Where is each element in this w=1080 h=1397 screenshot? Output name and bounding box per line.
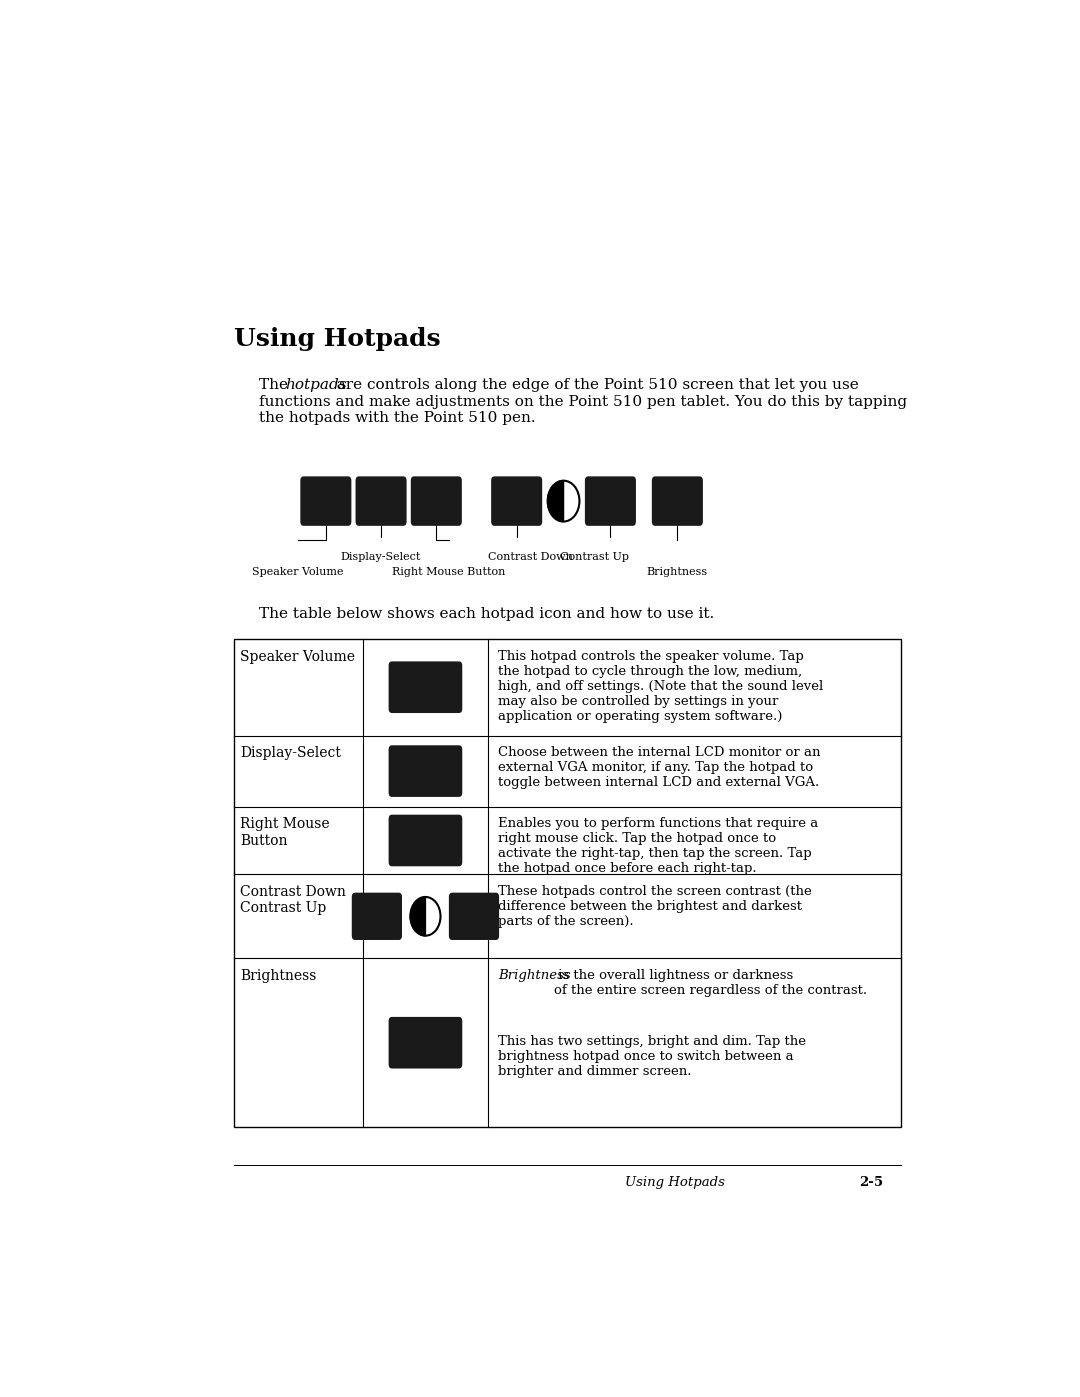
FancyBboxPatch shape [389, 1017, 462, 1069]
FancyBboxPatch shape [300, 476, 351, 525]
FancyBboxPatch shape [449, 893, 499, 940]
Wedge shape [548, 481, 564, 521]
Text: Right Mouse Button: Right Mouse Button [392, 567, 505, 577]
Text: Contrast Down
Contrast Up: Contrast Down Contrast Up [241, 886, 347, 915]
Text: The          are controls along the edge of the Point 510 screen that let you us: The are controls along the edge of the P… [259, 379, 907, 425]
Text: Choose between the internal LCD monitor or an
external VGA monitor, if any. Tap : Choose between the internal LCD monitor … [498, 746, 821, 789]
Text: Display-Select: Display-Select [341, 552, 421, 562]
Text: The table below shows each hotpad icon and how to use it.: The table below shows each hotpad icon a… [259, 606, 714, 620]
Text: Using Hotpads: Using Hotpads [233, 327, 441, 351]
Text: Speaker Volume: Speaker Volume [253, 567, 343, 577]
Text: Right Mouse
Button: Right Mouse Button [241, 817, 330, 848]
Text: Enables you to perform functions that require a
right mouse click. Tap the hotpa: Enables you to perform functions that re… [498, 817, 819, 876]
Bar [233, 638, 901, 1127]
Text: hotpads: hotpads [285, 379, 347, 393]
Text: This has two settings, bright and dim. Tap the
brightness hotpad once to switch : This has two settings, bright and dim. T… [498, 1035, 807, 1078]
FancyBboxPatch shape [389, 814, 462, 866]
Text: Display-Select: Display-Select [241, 746, 341, 760]
FancyBboxPatch shape [389, 745, 462, 796]
FancyBboxPatch shape [352, 893, 402, 940]
Text: Brightness: Brightness [647, 567, 707, 577]
FancyBboxPatch shape [652, 476, 703, 525]
FancyBboxPatch shape [355, 476, 406, 525]
Text: This hotpad controls the speaker volume. Tap
the hotpad to cycle through the low: This hotpad controls the speaker volume.… [498, 650, 824, 722]
Text: Contrast Down: Contrast Down [488, 552, 572, 562]
FancyBboxPatch shape [410, 476, 462, 525]
Wedge shape [410, 897, 426, 936]
Text: Contrast Up: Contrast Up [561, 552, 629, 562]
FancyBboxPatch shape [585, 476, 636, 525]
Text: Speaker Volume: Speaker Volume [241, 650, 355, 664]
Text: Brightness: Brightness [498, 970, 571, 982]
FancyBboxPatch shape [491, 476, 542, 525]
Text: Brightness: Brightness [241, 970, 316, 983]
FancyBboxPatch shape [389, 661, 462, 712]
Text: These hotpads control the screen contrast (the
difference between the brightest : These hotpads control the screen contras… [498, 886, 812, 928]
Text: 2-5: 2-5 [859, 1175, 883, 1189]
Text: Using Hotpads: Using Hotpads [624, 1175, 725, 1189]
Text: is the overall lightness or darkness
of the entire screen regardless of the cont: is the overall lightness or darkness of … [554, 970, 867, 997]
